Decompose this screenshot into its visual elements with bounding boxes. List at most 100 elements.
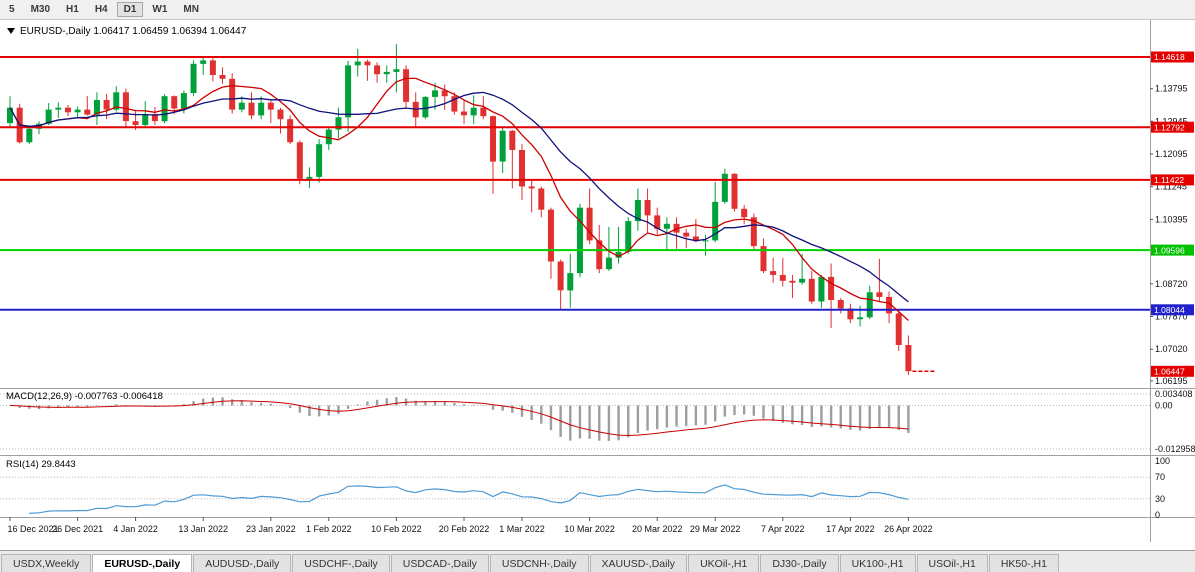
price-badge-label: 1.11422 xyxy=(1154,175,1184,185)
timeframe-button-w1[interactable]: W1 xyxy=(152,4,168,15)
timeframe-button-m30[interactable]: M30 xyxy=(30,4,51,15)
price-tick-label: 1.07020 xyxy=(1155,344,1188,354)
date-tick-label: 16 Dec 2021 xyxy=(7,524,58,534)
candle-body xyxy=(547,209,554,262)
price-tick-label: 1.10395 xyxy=(1155,214,1188,224)
candle-body xyxy=(779,275,786,281)
date-tick-label: 13 Jan 2022 xyxy=(178,524,228,534)
candle-body xyxy=(335,117,342,130)
date-tick-label: 7 Apr 2022 xyxy=(761,524,805,534)
candle-body xyxy=(161,96,168,122)
tab-usdcad-daily[interactable]: USDCAD-,Daily xyxy=(390,554,489,572)
date-tick-label: 20 Mar 2022 xyxy=(632,524,683,534)
timeframe-button-h1[interactable]: H1 xyxy=(66,4,79,15)
candle-body xyxy=(200,60,207,64)
candle-body xyxy=(383,71,390,75)
timeframe-button-5[interactable]: 5 xyxy=(9,4,15,15)
chart-window[interactable]: 1.13795 1.12945 1.12095 1.11245 1.10395 1.087… xyxy=(0,20,1195,550)
candle-body xyxy=(509,130,516,150)
candle-body xyxy=(808,278,815,302)
candle-body xyxy=(374,65,381,75)
candle-body xyxy=(7,107,13,124)
ma-line-16 xyxy=(9,91,909,303)
candle-body xyxy=(789,280,796,283)
candle-body xyxy=(345,65,352,118)
candle-body xyxy=(876,292,883,297)
candle-body xyxy=(828,276,835,300)
candle-body xyxy=(576,207,583,274)
candle-body xyxy=(596,240,603,270)
tab-uk100-h1[interactable]: UK100-,H1 xyxy=(839,554,916,572)
date-tick-label: 10 Feb 2022 xyxy=(371,524,422,534)
candle-body xyxy=(470,107,477,116)
candle-body xyxy=(634,200,641,222)
tab-xauusd-daily[interactable]: XAUUSD-,Daily xyxy=(589,554,688,572)
candle-body xyxy=(142,114,149,125)
candle-body xyxy=(316,144,323,177)
candle-body xyxy=(267,102,274,110)
candle-body xyxy=(364,61,371,66)
candle-body xyxy=(499,130,506,162)
date-tick-label: 1 Feb 2022 xyxy=(306,524,352,534)
candle-body xyxy=(393,69,400,72)
candle-body xyxy=(895,313,902,345)
price-badge-label: 1.08044 xyxy=(1154,305,1185,315)
timeframe-bar: 5 M30 H1 H4 D1 W1 MN xyxy=(2,2,208,17)
candle-body xyxy=(538,188,545,210)
price-tick-label: 1.12945 xyxy=(1155,116,1188,126)
candle-body xyxy=(26,128,33,143)
tab-usdchf-daily[interactable]: USDCHF-,Daily xyxy=(292,554,390,572)
candle-body xyxy=(857,317,864,320)
candle-body xyxy=(277,109,284,120)
candle-body xyxy=(760,246,767,272)
timeframe-button-h4[interactable]: H4 xyxy=(94,4,108,15)
date-tick-label: 20 Feb 2022 xyxy=(439,524,490,534)
tab-usdcnh-daily[interactable]: USDCNH-,Daily xyxy=(489,554,589,572)
candle-body xyxy=(229,78,236,110)
date-tick-label: 17 Apr 2022 xyxy=(826,524,875,534)
candle-body xyxy=(219,75,226,79)
chart-tabs-bar: USDX,Weekly EURUSD-,Daily AUDUSD-,Daily USD… xyxy=(0,550,1195,572)
candle-body xyxy=(586,207,593,241)
macd-axis-label: -0.012958 xyxy=(1155,444,1195,454)
tab-hk50-h1[interactable]: HK50-,H1 xyxy=(988,554,1059,572)
tab-ukoil-h1[interactable]: UKOil-,H1 xyxy=(688,554,760,572)
candle-body xyxy=(490,116,496,162)
candle-body xyxy=(432,90,439,97)
candle-body xyxy=(151,114,158,122)
tab-audusd-daily[interactable]: AUDUSD-,Daily xyxy=(193,554,292,572)
rsi-axis-label: 0 xyxy=(1155,510,1160,520)
timeframe-button-mn[interactable]: MN xyxy=(183,4,199,15)
price-tick-label: 1.12095 xyxy=(1155,149,1188,159)
price-badges: 1.14618 1.12792 1.11422 1.09596 1.08044 1.064… xyxy=(1151,51,1194,377)
candle-body xyxy=(74,109,81,113)
candle-body xyxy=(113,92,120,110)
timeframe-button-d1[interactable]: D1 xyxy=(116,2,144,17)
macd-label: MACD(12,26,9) -0.007763 -0.006418 xyxy=(6,391,163,402)
price-badge xyxy=(1151,244,1194,256)
chart-dropdown-icon[interactable] xyxy=(7,28,15,34)
candle-body xyxy=(422,96,429,118)
price-badge xyxy=(1151,174,1194,186)
chart-canvas[interactable]: 1.13795 1.12945 1.12095 1.11245 1.10395 1.087… xyxy=(0,20,1195,550)
candle-body xyxy=(55,107,62,110)
tab-usoil-h1[interactable]: USOil-,H1 xyxy=(916,554,988,572)
price-badge-label: 1.06447 xyxy=(1154,367,1185,377)
price-badge xyxy=(1151,365,1194,377)
candle-body xyxy=(103,100,110,110)
candle-body xyxy=(238,102,245,110)
macd-axis-label: 0.003408 xyxy=(1155,389,1193,399)
candle-body xyxy=(403,69,410,102)
tab-eurusd-daily[interactable]: EURUSD-,Daily xyxy=(92,554,193,572)
date-tick-label: 4 Jan 2022 xyxy=(113,524,158,534)
candle-body xyxy=(702,240,709,242)
candle-body xyxy=(712,201,719,241)
price-tick-label: 1.06195 xyxy=(1155,376,1188,386)
price-badge-label: 1.14618 xyxy=(1154,52,1185,62)
candle-body xyxy=(721,173,728,202)
tab-usdx-weekly[interactable]: USDX,Weekly xyxy=(1,554,92,572)
tab-dj30-daily[interactable]: DJ30-,Daily xyxy=(760,554,839,572)
price-badge-label: 1.09596 xyxy=(1154,245,1185,255)
rsi-axis-label: 30 xyxy=(1155,494,1165,504)
